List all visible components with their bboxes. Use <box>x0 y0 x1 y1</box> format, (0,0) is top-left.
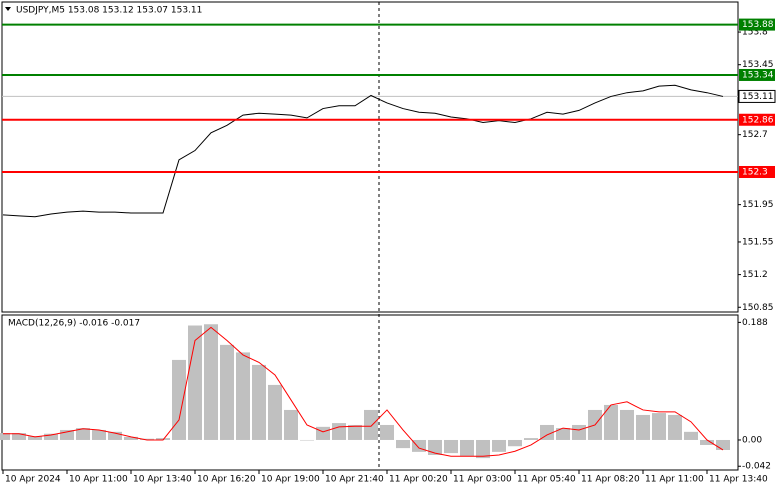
level-label: 153.88 <box>742 20 774 30</box>
macd-bar <box>108 431 122 440</box>
macd-bar <box>380 424 394 440</box>
x-tick-label: 10 Apr 21:40 <box>325 475 384 485</box>
y-tick-label: 153.45 <box>742 60 774 70</box>
macd-bar <box>540 424 554 440</box>
macd-bar <box>28 436 42 440</box>
macd-bar <box>60 429 74 440</box>
macd-bar <box>556 428 570 440</box>
macd-bar <box>620 409 634 440</box>
macd-bar <box>364 409 378 440</box>
macd-bar <box>204 324 218 440</box>
level-box <box>739 68 775 81</box>
macd-bar <box>428 439 442 455</box>
x-tick-label: 10 Apr 11:00 <box>69 475 128 485</box>
y-tick-label: 151.55 <box>742 237 774 247</box>
macd-bar <box>268 384 282 440</box>
level-box <box>739 165 775 178</box>
x-tick-label: 11 Apr 03:00 <box>453 475 512 485</box>
y-tick-label: 0.188 <box>742 318 768 328</box>
macd-title: MACD(12,26,9) -0.016 -0.017 <box>8 319 140 329</box>
macd-bar <box>700 439 714 445</box>
macd-bar <box>188 325 202 440</box>
level-label: 153.34 <box>742 70 774 80</box>
x-tick-label: 10 Apr 2024 <box>5 475 61 485</box>
y-tick-label: 150.85 <box>742 303 774 313</box>
macd-bar <box>684 431 698 440</box>
macd-bar <box>300 439 314 441</box>
macd-bar <box>652 413 666 440</box>
y-tick-label: 151.95 <box>742 200 774 210</box>
macd-bar <box>12 433 26 440</box>
macd-bar <box>76 428 90 440</box>
price-panel <box>1 1 739 313</box>
macd-bar <box>44 433 58 440</box>
x-tick-label: 11 Apr 13:40 <box>709 475 768 485</box>
macd-bar <box>172 359 186 440</box>
x-tick-label: 10 Apr 13:40 <box>133 475 192 485</box>
y-tick-label: 151.2 <box>742 270 768 280</box>
macd-bar <box>412 439 426 452</box>
y-tick-label: 153.8 <box>742 28 768 38</box>
x-tick-label: 10 Apr 16:20 <box>197 475 256 485</box>
menu-arrow <box>5 7 11 11</box>
macd-bar <box>476 439 490 459</box>
macd-bar <box>92 429 106 440</box>
macd-bar <box>572 424 586 440</box>
price-line <box>2 84 724 218</box>
macd-bar <box>332 423 346 440</box>
level-box <box>739 18 775 31</box>
last-price-label: 153.11 <box>742 92 774 102</box>
macd-bar <box>0 433 10 440</box>
macd-bar <box>460 439 474 457</box>
macd-bar <box>348 424 362 440</box>
macd-bar <box>220 344 234 440</box>
level-label: 152.86 <box>742 115 774 125</box>
macd-bar <box>636 414 650 440</box>
macd-bar <box>444 439 458 454</box>
signal-line <box>3 326 724 457</box>
macd-bar <box>396 439 410 449</box>
level-box <box>739 113 775 126</box>
y-tick-label: 152.7 <box>742 130 768 140</box>
chart-title: USDJPY,M5 153.08 153.12 153.07 153.11 <box>16 6 202 16</box>
y-tick-label: -0.042 <box>742 462 771 472</box>
macd-bar <box>508 439 522 447</box>
macd-bar <box>716 439 730 450</box>
last-price-box <box>738 89 776 103</box>
macd-bar <box>140 438 154 440</box>
macd-bar <box>284 409 298 440</box>
macd-bar <box>668 414 682 440</box>
x-tick-label: 10 Apr 19:00 <box>261 475 320 485</box>
x-tick-label: 11 Apr 05:40 <box>517 475 576 485</box>
macd-bar <box>604 404 618 440</box>
macd-bar <box>156 438 170 440</box>
x-tick-label: 11 Apr 00:20 <box>389 475 448 485</box>
macd-bar <box>492 439 506 452</box>
macd-bar <box>124 436 138 440</box>
macd-bar <box>524 438 538 440</box>
macd-bar <box>236 352 250 440</box>
macd-bar <box>252 364 266 440</box>
level-label: 152.3 <box>742 167 768 177</box>
x-tick-label: 11 Apr 08:20 <box>581 475 640 485</box>
macd-bar <box>316 426 330 440</box>
macd-panel <box>1 314 739 471</box>
y-tick-label: 0.00 <box>742 435 762 445</box>
x-tick-label: 11 Apr 11:00 <box>645 475 704 485</box>
